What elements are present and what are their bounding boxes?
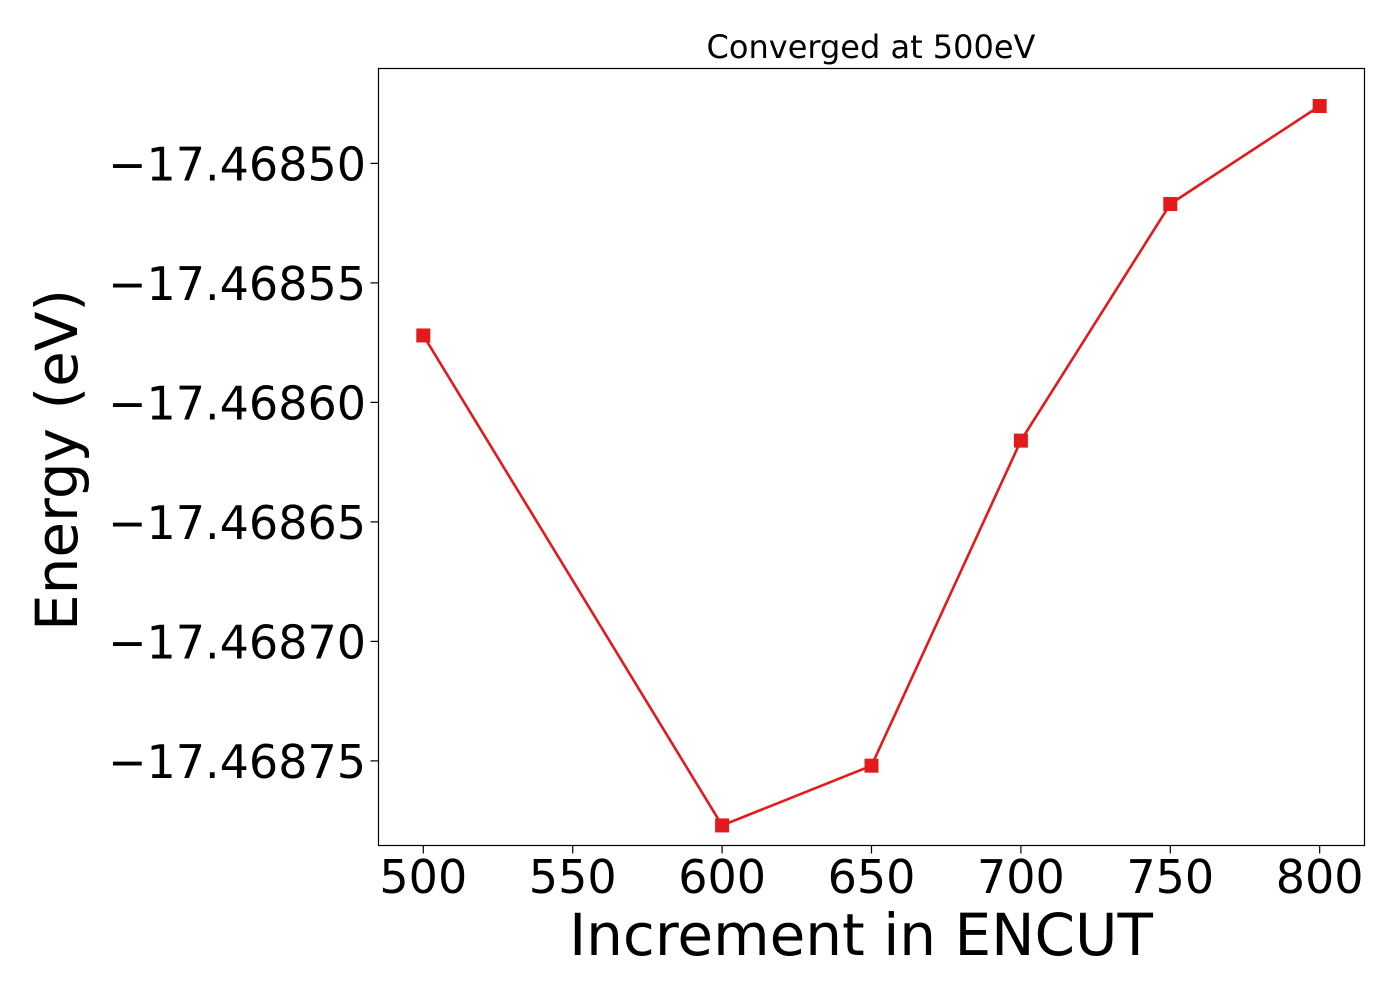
series-line (422, 104, 1321, 827)
data-point-marker (1312, 99, 1327, 114)
data-point-marker (1163, 197, 1178, 212)
data-point-marker (715, 818, 730, 833)
data-point-marker (416, 328, 431, 343)
y-axis-label: Energy (eV) (23, 289, 91, 631)
y-tick-label: −17.46875 (108, 735, 366, 789)
x-axis-label: Increment in ENCUT (569, 901, 1153, 969)
y-tick-label: −17.46860 (108, 376, 366, 430)
y-tick-label: −17.46865 (108, 496, 366, 550)
data-point-marker (864, 758, 879, 773)
y-tick-label: −17.46850 (108, 137, 366, 191)
x-tick-label: 800 (1276, 850, 1364, 904)
x-tick-label: 500 (379, 850, 467, 904)
x-tick-label: 650 (828, 850, 916, 904)
x-tick-label: 550 (529, 850, 617, 904)
series-layer (416, 99, 1327, 833)
y-tick-label: −17.46870 (108, 615, 366, 669)
x-tick-label: 750 (1126, 850, 1214, 904)
x-tick-label: 700 (977, 850, 1065, 904)
x-tick-label: 600 (678, 850, 766, 904)
x-axis-ticks: 500 550 600 650 700 750 800 (379, 845, 1364, 904)
y-axis-ticks: −17.46850 −17.46855 −17.46860 −17.46865 −17.… (108, 137, 379, 789)
data-point-marker (1013, 433, 1028, 448)
y-tick-label: −17.46855 (108, 257, 366, 311)
chart-title: Converged at 500eV (707, 28, 1036, 66)
